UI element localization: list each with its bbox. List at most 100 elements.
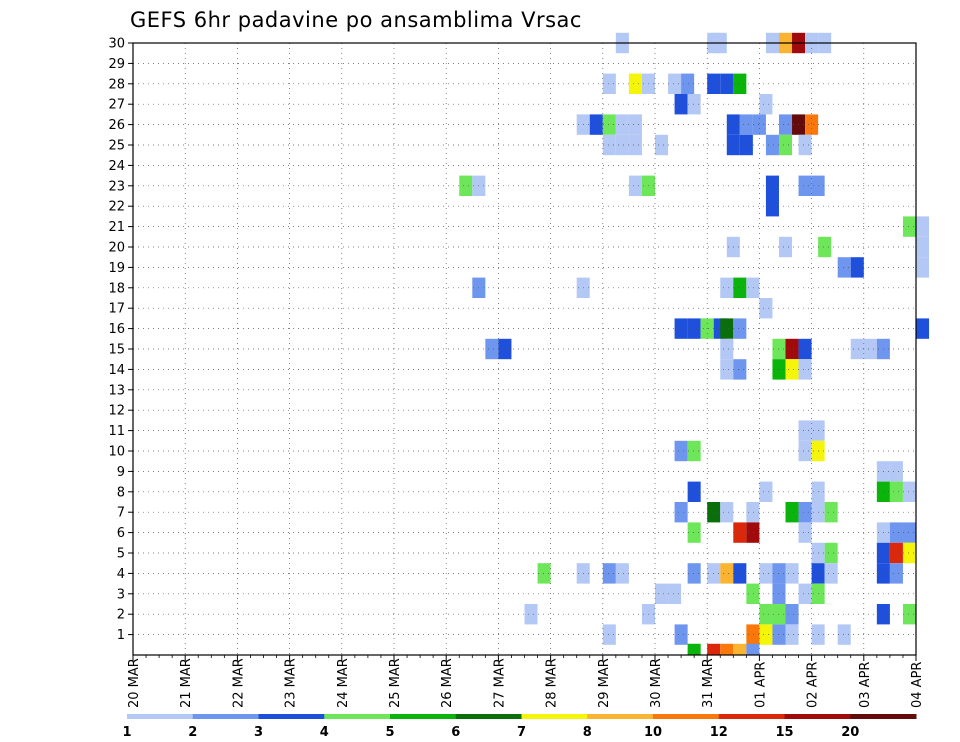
heatmap-cell: [889, 542, 903, 564]
heatmap-cell: [720, 318, 734, 339]
x-tick-label: 20 MAR: [127, 658, 142, 708]
y-tick-label: 12: [108, 404, 125, 419]
heatmap-cell: [746, 624, 760, 645]
x-tick-label: 31 MAR: [701, 658, 716, 708]
colorbar-swatch: [258, 714, 325, 719]
y-tick-label: 16: [108, 322, 125, 337]
heatmap-cell: [798, 338, 812, 360]
heatmap-cell: [798, 522, 812, 543]
heatmap-cell: [733, 277, 747, 298]
heatmap-cell: [628, 73, 642, 94]
grid-lines: [133, 43, 916, 655]
y-tick-label: 28: [108, 77, 125, 92]
heatmap-cell: [850, 257, 864, 278]
colorbar-swatch: [587, 714, 654, 719]
heatmap-cell: [739, 134, 753, 156]
heatmap-cell: [628, 175, 642, 196]
colorbar-label: 10: [644, 725, 662, 740]
heatmap-cell: [798, 420, 812, 441]
heatmap-cell: [674, 318, 688, 339]
x-tick-label: 04 APR: [910, 662, 925, 708]
y-tick-label: 22: [108, 200, 125, 215]
heatmap-cell: [765, 134, 779, 156]
heatmap-cell: [837, 257, 851, 278]
y-tick-label: 5: [117, 547, 125, 562]
colorbar-label: 8: [583, 725, 592, 740]
heatmap-cell: [759, 298, 773, 319]
heatmap-cell: [655, 134, 669, 156]
heatmap-cell: [778, 134, 793, 156]
colorbar-label: 15: [775, 725, 793, 740]
colorbar-swatch: [455, 714, 522, 719]
heatmap-cell: [733, 643, 747, 655]
heatmap-cell: [674, 440, 688, 462]
heatmap-cell: [687, 440, 701, 462]
heatmap-cell: [889, 461, 903, 482]
y-tick-label: 10: [108, 445, 125, 460]
heatmap-cell: [785, 359, 799, 380]
colorbar-label: 4: [320, 725, 329, 740]
y-tick-label: 17: [108, 302, 125, 317]
heatmap-cell: [824, 563, 838, 584]
colorbar-label: 20: [841, 725, 859, 740]
heatmap-cell: [759, 604, 773, 625]
heatmap-cell: [485, 338, 499, 360]
x-tick-label: 28 MAR: [545, 658, 560, 708]
y-tick-label: 15: [108, 343, 125, 358]
heatmap-cell: [759, 563, 773, 584]
heatmap-cell: [798, 359, 812, 380]
colorbar-swatch: [324, 714, 391, 719]
heatmap-cell: [863, 338, 877, 360]
heatmap-cell: [902, 216, 916, 237]
heatmap-cell: [798, 134, 812, 156]
heatmap-cell: [759, 94, 773, 115]
colorbar-label: 2: [188, 725, 197, 740]
y-tick-label: 20: [108, 241, 125, 256]
heatmap-cell: [916, 236, 930, 258]
x-tick-label: 24 MAR: [336, 658, 351, 708]
y-tick-label: 11: [108, 424, 125, 439]
heatmap-cell: [733, 563, 747, 584]
colorbar-label: 1: [122, 725, 131, 740]
heatmap-cell: [746, 583, 760, 604]
heatmap-cells: [459, 32, 930, 655]
heatmap-cell: [746, 277, 760, 298]
y-tick-label: 18: [108, 281, 125, 296]
heatmap-cell: [889, 563, 903, 584]
heatmap-cell: [733, 359, 747, 380]
y-tick-label: 21: [108, 220, 125, 235]
heatmap-cell: [498, 338, 512, 360]
y-tick-label: 2: [117, 608, 125, 623]
heatmap-cell: [889, 481, 903, 502]
heatmap-cell: [602, 114, 616, 135]
x-tick-label: 21 MAR: [179, 658, 194, 708]
x-tick-label: 26 MAR: [440, 658, 455, 708]
x-tick-label: 01 APR: [753, 662, 768, 708]
y-tick-label: 3: [117, 587, 125, 602]
heatmap-cell: [765, 196, 779, 217]
heatmap-cell: [837, 624, 851, 645]
heatmap-cell: [720, 359, 734, 380]
x-tick-label: 02 APR: [806, 662, 821, 708]
heatmap-cell: [537, 563, 551, 584]
x-tick-label: 23 MAR: [284, 658, 299, 708]
heatmap-cell: [687, 643, 701, 655]
heatmap-cell: [785, 338, 799, 360]
y-tick-label: 1: [117, 628, 125, 643]
heatmap-cell: [707, 643, 721, 655]
heatmap-cell: [615, 114, 629, 135]
heatmap-cell: [733, 318, 747, 339]
x-tick-label: 30 MAR: [649, 658, 664, 708]
heatmap-cell: [798, 175, 812, 196]
x-axis-ticks: 20 MAR 21 MAR 22 MAR 23 MAR 24 MAR 25 MAR 26 M…: [127, 655, 925, 708]
heatmap-cell: [615, 563, 629, 584]
y-tick-label: 19: [108, 261, 125, 276]
heatmap-cell: [720, 643, 734, 655]
heatmap-cell: [668, 583, 682, 604]
heatmap-cell: [720, 338, 734, 360]
colorbar-swatch: [850, 714, 917, 719]
heatmap-cell: [720, 563, 734, 584]
heatmap-cell: [805, 114, 819, 135]
heatmap-cell: [746, 502, 760, 523]
